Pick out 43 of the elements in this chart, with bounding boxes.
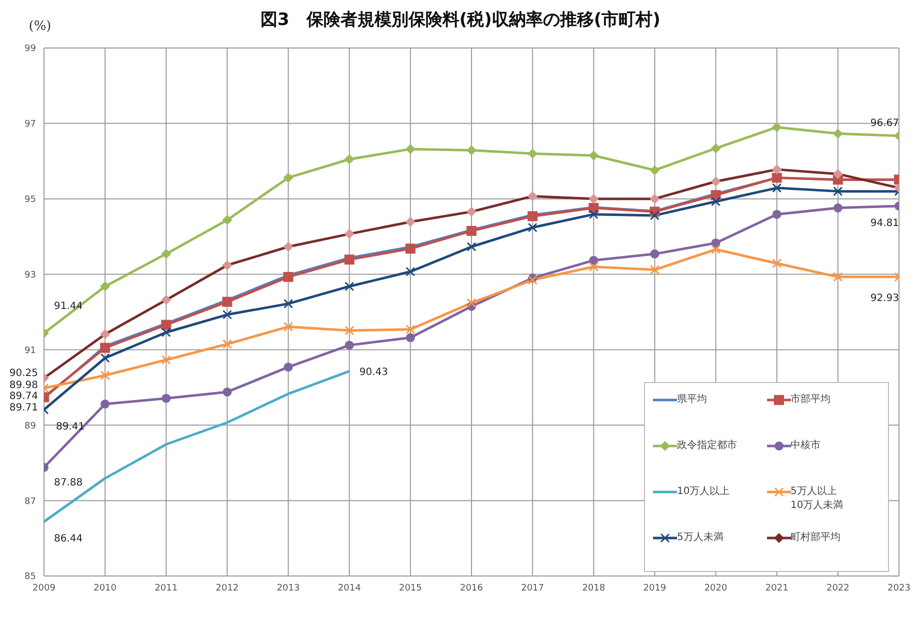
data-label: 92.93 — [870, 292, 899, 304]
data-label: 94.81 — [870, 218, 899, 230]
x-tick-label: 2022 — [826, 583, 850, 594]
y-tick-label: 93 — [24, 270, 36, 280]
x-tick-label: 2015 — [398, 583, 422, 594]
y-tick-label: 95 — [24, 195, 36, 206]
data-label: 90.25 — [9, 368, 38, 379]
y-tick-label: 99 — [24, 44, 36, 54]
x-tick-label: 2021 — [765, 583, 788, 594]
x-tick-label: 2009 — [32, 583, 56, 594]
x-tick-label: 2012 — [216, 583, 239, 594]
chart-title: 図3 保険者規模別保険料(税)収納率の推移(市町村) — [260, 10, 660, 30]
y-tick-label: 89 — [24, 421, 36, 432]
legend-label: 10万人以上 — [677, 485, 730, 499]
x-tick-label: 2023 — [888, 583, 910, 594]
x-tick-label: 2013 — [276, 583, 300, 594]
data-label: 86.44 — [54, 534, 83, 545]
x-tick-label: 2018 — [582, 583, 606, 594]
legend-label: 中核市 — [790, 439, 820, 453]
legend-label: 政令指定都市 — [677, 439, 737, 453]
y-tick-label: 87 — [24, 496, 36, 507]
data-label: 87.88 — [54, 477, 83, 488]
legend-label: 町村部平均 — [790, 531, 840, 545]
y-tick-label: 97 — [24, 120, 36, 130]
data-label: 90.43 — [359, 367, 388, 378]
legend-label: 5万人未満 — [677, 531, 724, 545]
y-axis-title: (%) — [28, 19, 52, 34]
x-tick-label: 2010 — [94, 583, 117, 594]
legend-label: 市部平均 — [790, 393, 830, 407]
data-label: 89.98 — [9, 380, 38, 392]
legend-label: 5万人以上 10万人未満 — [790, 485, 844, 513]
x-tick-label: 2014 — [338, 583, 362, 594]
x-tick-label: 2016 — [460, 583, 484, 594]
data-label: 89.74 — [9, 391, 38, 402]
x-tick-label: 2019 — [643, 583, 666, 594]
y-tick-label: 85 — [24, 572, 36, 582]
legend-label: 県平均 — [677, 393, 707, 407]
y-tick-label: 91 — [24, 346, 36, 356]
x-tick-label: 2011 — [154, 583, 178, 594]
data-label: 89.71 — [9, 402, 38, 414]
x-tick-label: 2017 — [521, 583, 544, 594]
data-label: 96.67 — [870, 118, 899, 129]
x-tick-label: 2020 — [704, 583, 728, 594]
